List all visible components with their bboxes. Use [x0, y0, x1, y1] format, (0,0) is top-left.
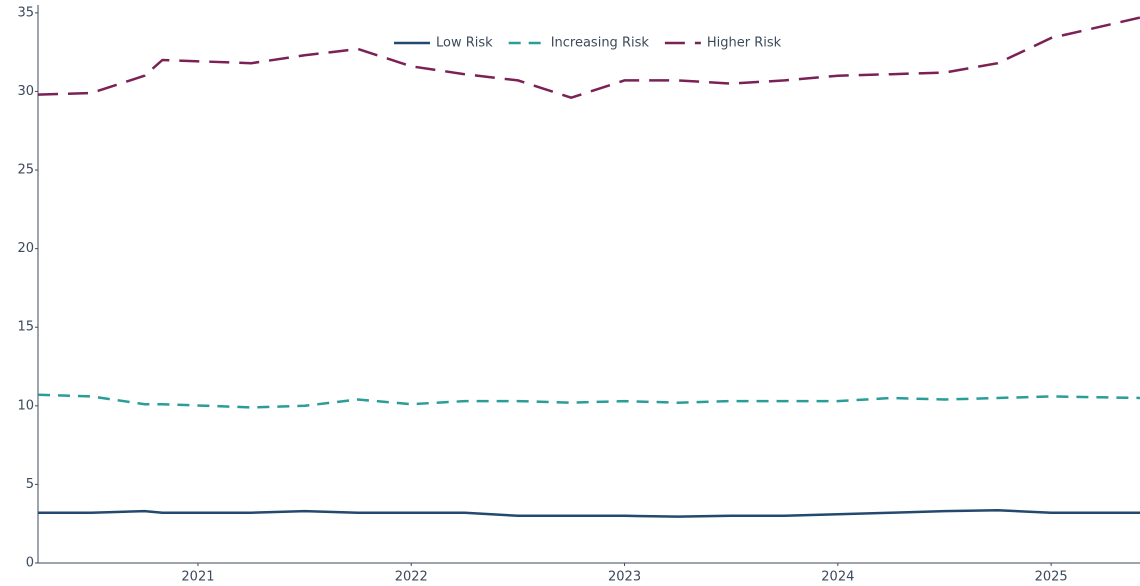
- y-tick-label: 10: [17, 398, 34, 413]
- x-tick-label: 2025: [1035, 570, 1068, 585]
- y-tick-label: 25: [17, 163, 34, 178]
- y-tick-label: 20: [17, 241, 34, 256]
- y-tick-label: 0: [26, 556, 34, 571]
- legend-label: Increasing Risk: [551, 36, 650, 51]
- y-tick-label: 5: [26, 477, 34, 492]
- legend-label: Low Risk: [436, 36, 493, 51]
- x-tick-label: 2024: [821, 570, 854, 585]
- x-tick-label: 2022: [395, 570, 428, 585]
- y-tick-label: 30: [17, 84, 34, 99]
- x-tick-label: 2021: [181, 570, 214, 585]
- series-line: [37, 16, 1140, 100]
- legend-label: Higher Risk: [707, 36, 782, 51]
- y-tick-label: 15: [17, 320, 34, 335]
- series-line: [37, 393, 1140, 409]
- x-tick-label: 2023: [608, 570, 641, 585]
- series-line: [38, 509, 1140, 518]
- y-tick-label: 35: [17, 5, 34, 20]
